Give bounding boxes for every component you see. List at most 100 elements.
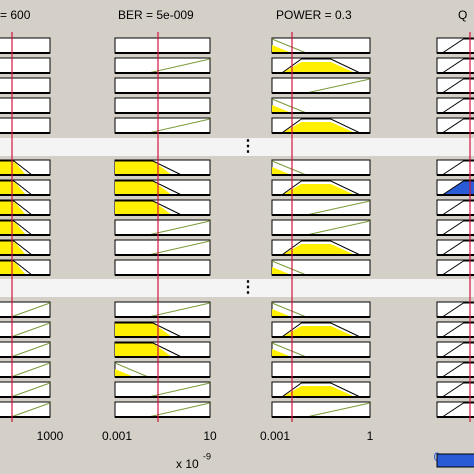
plot-box xyxy=(436,239,474,256)
membership-line xyxy=(442,382,474,398)
plot-box xyxy=(436,301,474,318)
plot-box xyxy=(0,341,51,358)
plot-box xyxy=(114,381,211,398)
plot-box xyxy=(0,97,51,114)
membership-line xyxy=(0,220,33,236)
exponent-base: x 10 xyxy=(176,457,199,471)
membership-fill xyxy=(272,309,292,317)
rule-plots xyxy=(0,32,474,422)
plot-box xyxy=(0,57,51,74)
membership-line xyxy=(10,322,51,338)
membership-fill xyxy=(0,241,26,255)
plot-box xyxy=(114,219,211,236)
header: = 600 xyxy=(0,8,31,22)
plot-box xyxy=(436,361,474,378)
plot-box xyxy=(436,77,474,94)
membership-line xyxy=(10,362,51,378)
membership-line xyxy=(10,302,51,318)
membership-line xyxy=(271,160,307,176)
membership-line xyxy=(271,38,307,54)
axis-label: 0.001 xyxy=(260,429,290,443)
membership-line xyxy=(442,260,474,276)
plot-box xyxy=(0,117,51,134)
membership-fill xyxy=(0,181,26,195)
membership-line xyxy=(115,180,182,196)
membership-line xyxy=(442,240,474,256)
membership-fill xyxy=(272,105,292,113)
membership-line xyxy=(271,260,307,276)
plot-box xyxy=(114,259,211,276)
plot-box xyxy=(271,219,371,236)
membership-fill xyxy=(0,161,26,175)
membership-line xyxy=(442,362,474,378)
plot-box xyxy=(436,401,474,418)
membership-line xyxy=(442,180,474,196)
membership-fill xyxy=(272,167,292,175)
membership-line xyxy=(271,342,307,358)
plot-box xyxy=(0,37,51,54)
output-bar xyxy=(436,453,474,468)
exponent-power: -9 xyxy=(203,451,211,461)
membership-line xyxy=(0,200,33,216)
header: POWER = 0.3 xyxy=(276,8,352,22)
header: Q xyxy=(458,8,467,22)
membership-line xyxy=(10,402,51,418)
membership-fill xyxy=(281,122,356,133)
membership-line xyxy=(442,160,474,176)
membership-line xyxy=(442,98,474,114)
membership-line xyxy=(442,342,474,358)
membership-fill xyxy=(115,369,134,377)
membership-line xyxy=(306,402,371,418)
plot-box xyxy=(436,37,474,54)
plot-box xyxy=(114,239,211,256)
plot-box xyxy=(0,301,51,318)
membership-line xyxy=(0,240,33,256)
plot-box xyxy=(436,259,474,276)
membership-line xyxy=(114,362,149,378)
membership-fill xyxy=(281,386,356,397)
membership-line xyxy=(115,322,182,338)
membership-line xyxy=(442,118,474,134)
axis-label: 1000 xyxy=(37,429,64,443)
membership-fill xyxy=(281,244,356,255)
plot-box xyxy=(114,401,211,418)
membership-line xyxy=(115,342,182,358)
membership-line xyxy=(442,322,474,338)
plot-box xyxy=(271,401,371,418)
membership-line xyxy=(306,220,371,236)
plot-box xyxy=(271,77,371,94)
separator-dots: ⋮ xyxy=(240,279,256,296)
membership-fill xyxy=(0,201,26,215)
plot-box xyxy=(271,199,371,216)
membership-line xyxy=(442,302,474,318)
membership-fill xyxy=(272,45,292,53)
membership-fill xyxy=(442,181,474,195)
plot-box xyxy=(114,97,211,114)
membership-line xyxy=(0,180,33,196)
plot-box xyxy=(436,97,474,114)
membership-fill xyxy=(272,267,292,275)
membership-line xyxy=(442,200,474,216)
plot-box xyxy=(114,37,211,54)
plot-box xyxy=(436,57,474,74)
membership-line xyxy=(271,98,307,114)
membership-line xyxy=(306,78,371,94)
plot-box xyxy=(114,117,211,134)
membership-line xyxy=(271,302,307,318)
membership-fill xyxy=(281,184,356,195)
membership-line xyxy=(442,58,474,74)
plot-box xyxy=(436,341,474,358)
plot-box xyxy=(0,77,51,94)
axis-label: 10 xyxy=(203,429,217,443)
plot-box xyxy=(436,381,474,398)
plot-box xyxy=(0,361,51,378)
plot-box xyxy=(436,117,474,134)
plot-box xyxy=(114,77,211,94)
axis-label: 0.001 xyxy=(102,429,132,443)
separator-band xyxy=(0,138,474,156)
membership-line xyxy=(0,160,33,176)
membership-line xyxy=(115,200,182,216)
membership-fill xyxy=(0,221,26,235)
